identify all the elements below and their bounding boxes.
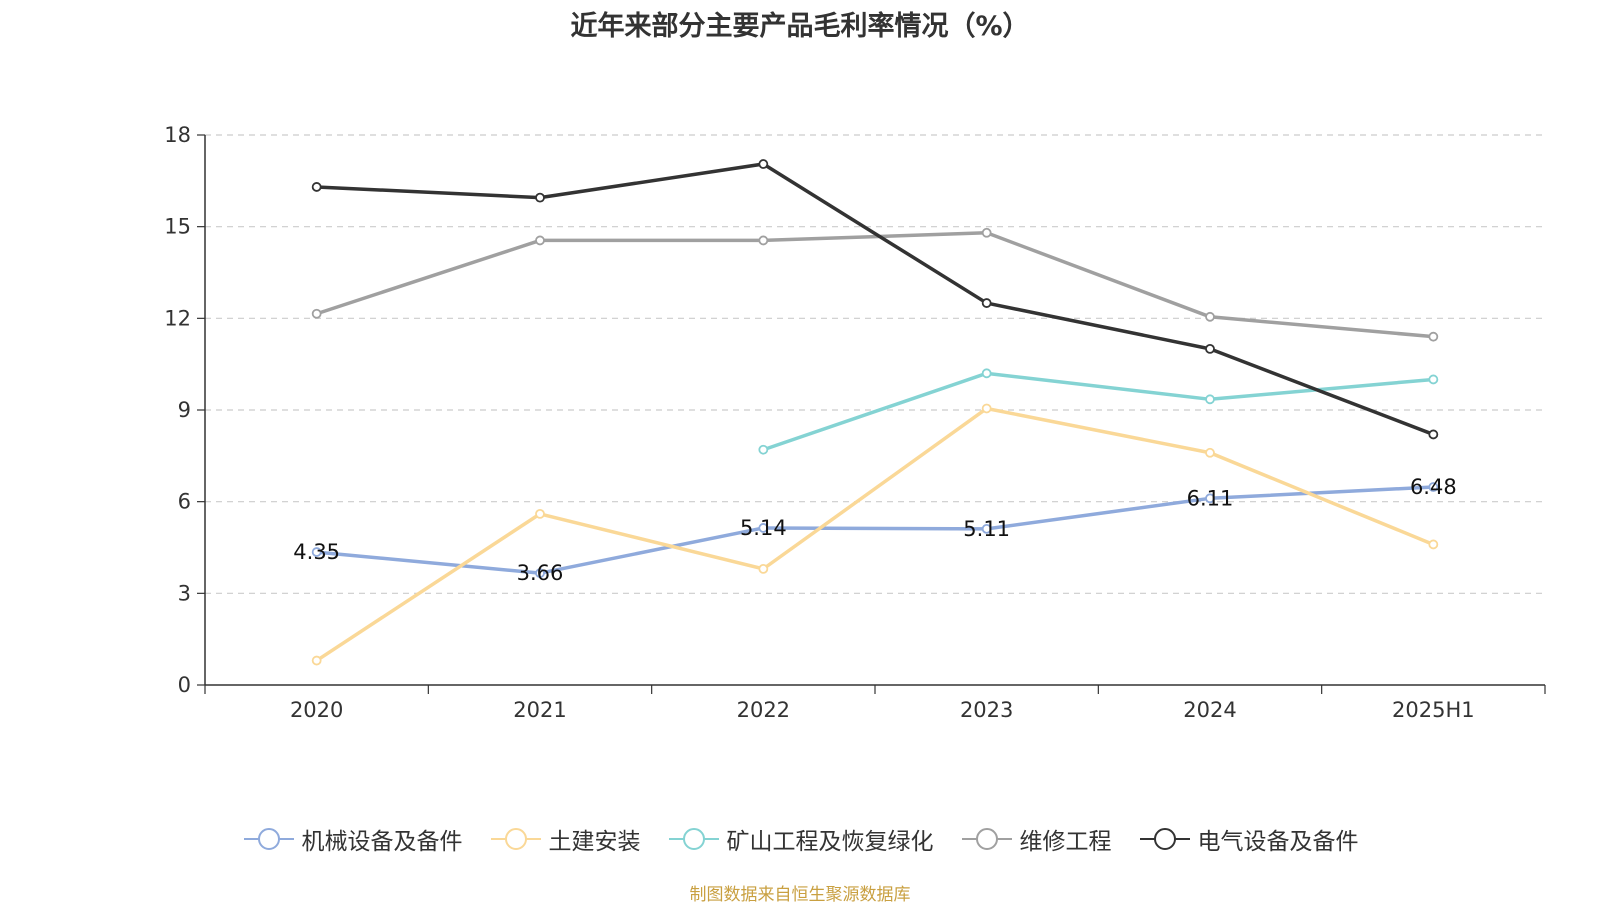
data-point xyxy=(981,403,992,414)
x-tick-label: 2023 xyxy=(960,698,1013,722)
chart-title: 近年来部分主要产品毛利率情况（%） xyxy=(570,11,1030,42)
y-tick-label: 12 xyxy=(164,306,191,330)
legend-item[interactable]: 维修工程 xyxy=(960,822,1112,856)
data-point xyxy=(758,235,769,246)
x-tick-label: 2024 xyxy=(1183,698,1236,722)
data-point xyxy=(535,508,545,519)
x-tick-label: 2020 xyxy=(290,698,343,722)
data-point xyxy=(535,192,545,203)
y-tick-label: 9 xyxy=(178,398,191,422)
series-line xyxy=(316,231,1434,339)
legend-item[interactable]: 电气设备及备件 xyxy=(1138,822,1359,856)
y-tick-label: 6 xyxy=(178,490,191,514)
data-point xyxy=(1205,311,1215,322)
data-point xyxy=(758,444,769,455)
data-point xyxy=(311,655,322,666)
y-tick-label: 18 xyxy=(164,123,191,147)
data-label: 4.35 xyxy=(293,540,340,564)
legend-label: 电气设备及备件 xyxy=(1197,829,1359,855)
data-label: 5.11 xyxy=(963,517,1010,541)
data-point xyxy=(1428,482,1439,492)
source-note: 制图数据来自恒生聚源数据库 xyxy=(689,885,911,905)
legend-swatch-icon xyxy=(668,828,719,850)
data-point xyxy=(1428,331,1439,342)
legend-marker xyxy=(682,828,705,850)
legend-swatch-icon xyxy=(961,828,1012,850)
data-point xyxy=(1428,539,1439,550)
data-point xyxy=(758,523,769,533)
y-tick-label: 3 xyxy=(178,581,191,605)
legend-label: 土建安装 xyxy=(548,829,641,855)
y-tick-label: 0 xyxy=(178,673,191,697)
data-label: 6.11 xyxy=(1187,486,1234,510)
legend-marker xyxy=(257,828,280,850)
axes: 0 3 6 9 12 15 18 2020 2021 2022 2023 2024 2025H1 xyxy=(164,123,1546,722)
y-tick-label: 15 xyxy=(164,215,191,239)
series-2 xyxy=(758,368,1439,455)
data-point xyxy=(311,182,322,192)
legend-marker xyxy=(504,828,527,850)
legend-marker xyxy=(975,828,998,850)
legend-swatch-icon xyxy=(490,828,541,850)
data-label: 3.66 xyxy=(517,561,564,585)
legend-item[interactable]: 矿山工程及恢复绿化 xyxy=(667,822,934,856)
series-line xyxy=(315,406,1434,663)
legend-label: 矿山工程及恢复绿化 xyxy=(726,829,934,855)
series-0 xyxy=(311,482,1439,579)
x-tick-label: 2022 xyxy=(737,698,790,722)
legend-item[interactable]: 土建安装 xyxy=(489,822,641,856)
x-tick-label: 2025H1 xyxy=(1392,698,1475,722)
grid-lines xyxy=(205,134,1545,594)
legend-swatch-icon xyxy=(1139,828,1190,850)
data-point xyxy=(1205,343,1215,354)
data-point xyxy=(535,235,545,246)
data-point xyxy=(758,159,769,169)
data-label: 5.14 xyxy=(740,516,787,540)
legend-item[interactable]: 机械设备及备件 xyxy=(242,822,463,856)
series-line xyxy=(762,371,1434,452)
legend-swatch-icon xyxy=(243,828,294,850)
data-point xyxy=(981,368,992,379)
data-point xyxy=(981,523,992,534)
series-line xyxy=(316,162,1434,437)
legend-marker xyxy=(1153,828,1176,850)
data-point xyxy=(758,563,769,574)
data-point xyxy=(535,568,545,579)
legend-label: 维修工程 xyxy=(1019,829,1112,855)
data-point xyxy=(311,308,322,319)
legend: 机械设备及备件 土建安装 矿山工程及恢复绿化 维修工程 电气设备及备件 xyxy=(0,822,1600,856)
series-line xyxy=(316,485,1434,575)
series-4 xyxy=(311,159,1439,440)
data-labels: 4.35 3.66 5.14 5.11 6.11 6.48 xyxy=(293,475,1456,585)
data-point xyxy=(981,227,992,238)
series-3 xyxy=(311,227,1439,342)
legend-label: 机械设备及备件 xyxy=(301,829,463,855)
x-tick-label: 2021 xyxy=(513,698,566,722)
series-1 xyxy=(311,403,1439,666)
data-point xyxy=(1428,374,1439,385)
data-point xyxy=(1428,429,1439,440)
data-point xyxy=(1205,493,1215,504)
series-lines xyxy=(311,159,1439,666)
data-label: 6.48 xyxy=(1410,475,1457,499)
data-point xyxy=(981,298,992,308)
data-point xyxy=(311,547,322,557)
data-point xyxy=(1205,447,1215,458)
data-point xyxy=(1205,394,1215,405)
